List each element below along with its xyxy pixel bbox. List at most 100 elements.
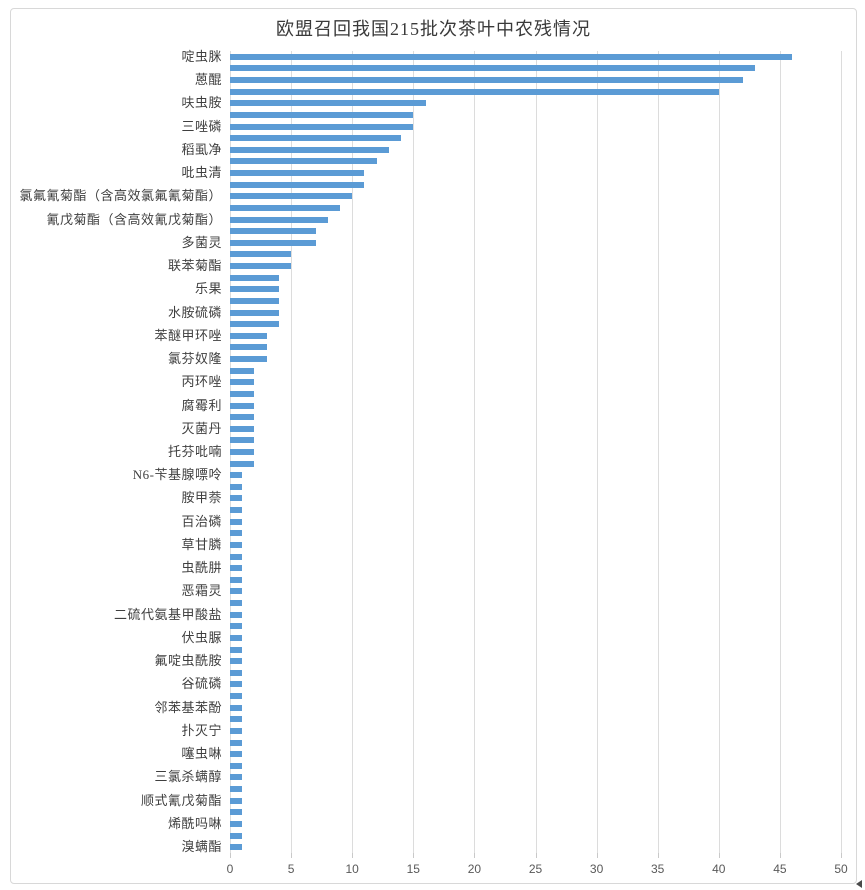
bar (230, 565, 243, 572)
bar (230, 844, 243, 851)
bar (230, 541, 243, 548)
category-label: 啶虫脒 (181, 48, 222, 64)
bar (230, 646, 243, 653)
bar (230, 507, 243, 514)
category-label: 噻虫啉 (181, 746, 222, 762)
gridline (535, 51, 537, 853)
category-label: 蒽醌 (194, 72, 222, 88)
bar (230, 611, 243, 618)
gridline (596, 51, 598, 853)
bar (230, 553, 243, 560)
category-label: 稻虱净 (181, 141, 222, 157)
bar (230, 286, 279, 293)
bar (230, 414, 255, 421)
bar (230, 204, 340, 211)
category-label: 扑灭宁 (181, 722, 222, 738)
gridline (474, 51, 476, 853)
bar (230, 193, 353, 200)
plot-area (230, 51, 842, 853)
category-label: 三唑磷 (181, 118, 222, 134)
bar (230, 263, 292, 270)
x-axis-tick-label: 20 (467, 862, 482, 876)
gridline (291, 51, 293, 853)
bar (230, 483, 243, 490)
bar (230, 402, 255, 409)
x-axis-tick-label: 10 (345, 862, 359, 876)
x-axis-tick-label: 40 (712, 862, 726, 876)
category-label: 水胺硫磷 (167, 304, 222, 320)
x-axis-tick (352, 853, 354, 858)
bar (230, 693, 243, 700)
x-axis-tick (535, 853, 537, 858)
bar (230, 321, 279, 328)
x-axis-tick-label: 15 (406, 862, 420, 876)
bar (230, 716, 243, 723)
bar (230, 518, 243, 525)
bar (230, 228, 316, 235)
chart-frame: 欧盟召回我国215批次茶叶中农残情况 啶虫脒蒽醌呋虫胺三唑磷稻虱净吡虫清氯氟氰菊… (10, 8, 857, 884)
bar (230, 774, 243, 781)
chart-title: 欧盟召回我国215批次茶叶中农残情况 (276, 19, 591, 39)
bar (230, 274, 279, 281)
bar (230, 425, 255, 432)
category-label: 乐果 (194, 281, 222, 297)
category-label: 托芬吡喃 (167, 444, 222, 459)
bar (230, 739, 243, 746)
bar (230, 530, 243, 537)
gridline (413, 51, 415, 853)
category-label: 溴螨酯 (181, 839, 222, 855)
x-axis-tick-label: 5 (287, 862, 295, 876)
gridline (657, 51, 659, 853)
category-label: 虫酰肼 (181, 560, 222, 576)
bar (230, 367, 255, 374)
bar (230, 123, 414, 130)
x-axis-tick (657, 853, 659, 858)
bar (230, 77, 744, 84)
bar (230, 634, 243, 641)
category-label: 氰戊菊酯（含高效氰戊菊酯） (46, 211, 222, 227)
category-label: 灭菌丹 (181, 420, 222, 436)
gridline (352, 51, 354, 853)
category-label: 呋虫胺 (181, 95, 222, 111)
bar (230, 135, 402, 142)
bar (230, 390, 255, 397)
bar (230, 762, 243, 769)
bar (230, 111, 414, 118)
category-label: 氯氟氰菊酯（含高效氯氟氰菊酯） (19, 188, 222, 204)
x-axis-tick (230, 853, 231, 858)
category-label: N6-苄基腺嘌呤 (132, 467, 222, 483)
x-axis-tick-label: 35 (651, 862, 665, 876)
bar (230, 344, 267, 351)
bar (230, 251, 292, 258)
bar (230, 158, 377, 165)
x-axis-tick (596, 853, 598, 858)
x-axis-tick (474, 853, 476, 858)
category-label: 顺式氰戊菊酯 (140, 792, 222, 808)
x-axis-tick (841, 853, 842, 858)
bar (230, 146, 389, 153)
gridline (779, 51, 781, 853)
category-label: 百治磷 (181, 513, 222, 529)
bar (230, 809, 243, 816)
category-label: 烯酰吗啉 (167, 815, 222, 831)
x-axis-tick-label: 50 (834, 862, 848, 876)
category-label: 恶霜灵 (181, 583, 222, 599)
x-axis-tick-label: 45 (773, 862, 787, 876)
bar (230, 53, 793, 60)
bar (230, 472, 243, 479)
bar (230, 379, 255, 386)
category-label: 氯芬奴隆 (167, 351, 222, 366)
bar (230, 65, 756, 72)
bar (230, 623, 243, 630)
category-label: 氟啶虫酰胺 (154, 653, 222, 669)
category-label: 联苯菊酯 (167, 258, 222, 274)
bar (230, 216, 328, 223)
bar (230, 727, 243, 734)
bar (230, 786, 243, 793)
category-label: 三氯杀螨醇 (154, 769, 222, 785)
bar (230, 681, 243, 688)
gridline (718, 51, 720, 853)
category-label: 苯醚甲环唑 (154, 327, 222, 343)
category-label: 吡虫清 (181, 165, 222, 181)
